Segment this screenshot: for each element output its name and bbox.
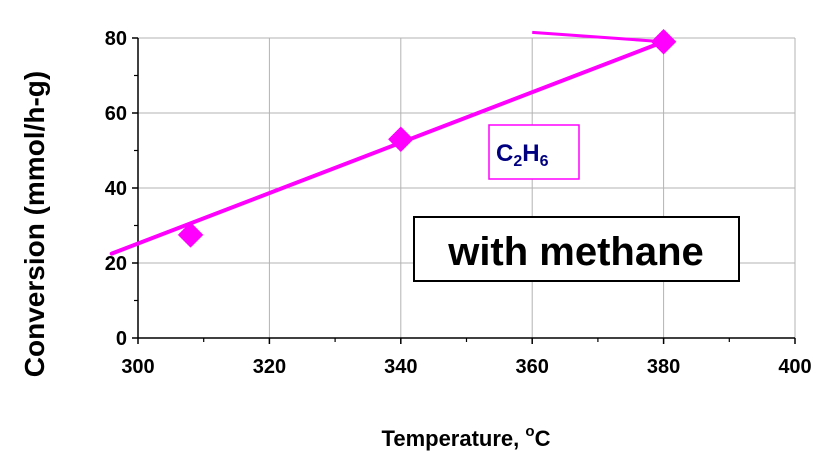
- condition-label-text: with methane: [447, 230, 704, 274]
- y-tick-label: 40: [105, 178, 127, 200]
- x-axis-title-text: Temperature,: [382, 426, 526, 451]
- x-tick-label: 340: [384, 356, 417, 378]
- series-label-base: C: [496, 140, 513, 167]
- y-axis-title: Conversion (mmol/h-g): [19, 71, 50, 377]
- y-tick-label: 80: [105, 28, 127, 50]
- leader-line: [532, 30, 664, 44]
- trend-line: [109, 39, 666, 256]
- series-label-sub1: 2: [513, 153, 522, 170]
- series-label-mid: H: [522, 140, 539, 167]
- x-tick-label: 380: [647, 356, 680, 378]
- series-label-annotation: C2H6: [488, 124, 580, 180]
- grid: [138, 37, 796, 338]
- x-tick-label: 320: [253, 356, 286, 378]
- x-tick-label: 300: [121, 356, 154, 378]
- y-tick-label: 0: [116, 328, 127, 350]
- condition-label-annotation: with methane: [413, 216, 740, 282]
- y-tick-label: 20: [105, 253, 127, 275]
- series-lines: [109, 30, 666, 256]
- series-label-box: [488, 124, 580, 180]
- y-tick-label: 60: [105, 103, 127, 125]
- tick-labels: 0 20 40 60 80 300 320 340 360 380 400: [105, 28, 812, 378]
- data-point-marker: [177, 222, 204, 248]
- data-point-marker: [650, 29, 677, 55]
- x-axis-title-sup: o: [525, 423, 534, 440]
- data-point-marker: [388, 126, 414, 152]
- series-markers: [177, 29, 677, 248]
- series-label-text: C2H6: [496, 140, 549, 170]
- x-tick-label: 400: [778, 356, 811, 378]
- x-axis-title: Temperature, oC: [382, 423, 551, 451]
- x-axis-title-unit: C: [535, 426, 551, 451]
- condition-label-box: [413, 216, 740, 282]
- series-label-sub2: 6: [540, 153, 549, 170]
- x-tick-label: 360: [516, 356, 549, 378]
- ticks: [132, 37, 796, 344]
